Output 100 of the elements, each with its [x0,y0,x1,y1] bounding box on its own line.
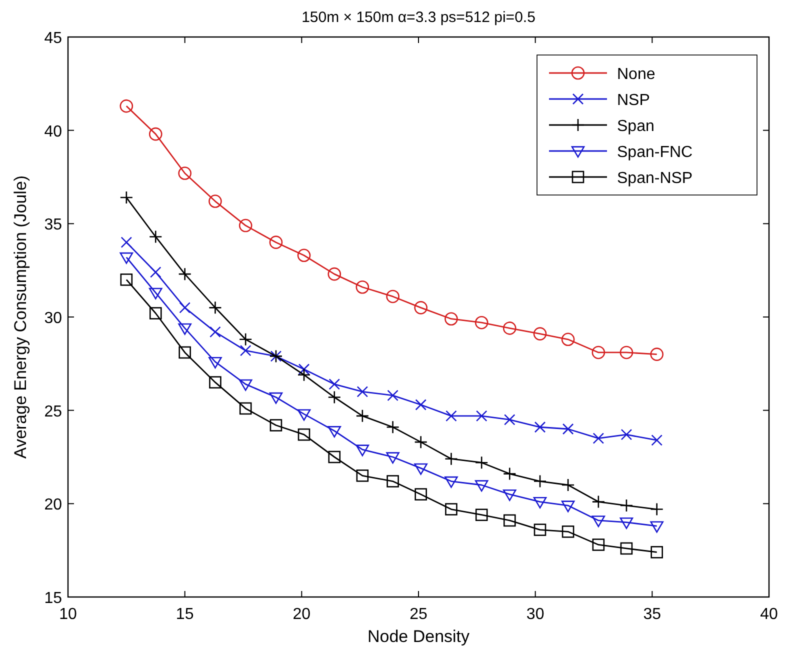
point [328,450,341,464]
x-tick-label: 30 [526,606,544,623]
point [650,521,664,533]
point [178,267,192,281]
point [561,332,575,346]
x-tick-label: 15 [176,606,194,623]
legend-label: Span-FNC [617,144,693,161]
point [620,346,634,360]
point [592,495,606,508]
point [269,392,283,404]
y-tick-label: 40 [44,123,62,140]
point [149,307,162,320]
point [328,267,342,281]
point [474,456,488,470]
point [502,489,516,501]
point [533,496,547,508]
point [592,538,605,551]
point [120,99,134,113]
y-axis-title: Average Energy Consumption (Joule) [11,175,30,459]
point [620,542,633,555]
y-tick-label: 45 [44,30,62,47]
point [386,290,400,304]
point [533,327,547,340]
point [415,399,426,410]
legend-label: None [617,66,656,83]
point [179,302,190,314]
y-tick-label: 35 [44,216,62,234]
chart-title: 150m × 150m α=3.3 ps=512 pi=0.5 [302,9,536,26]
point [208,301,222,314]
y-tick-label: 20 [44,496,62,514]
point [328,426,342,438]
point [474,480,488,492]
point [298,364,310,375]
point [475,508,488,522]
point [148,230,162,244]
x-tick-label: 10 [59,606,77,623]
point [445,503,458,516]
point [620,517,634,529]
point [650,348,664,361]
point [178,346,191,359]
point [592,346,606,360]
point [502,322,516,335]
point [386,452,400,464]
point [209,376,222,388]
point [444,312,458,326]
point [444,452,458,466]
point [270,419,282,432]
point [533,474,547,488]
point [414,301,428,314]
x-tick-label: 20 [292,606,311,623]
x-tick-label: 40 [760,606,778,623]
legend-label: Span [617,118,654,135]
point [562,526,574,538]
point [208,194,222,208]
point [386,475,399,488]
point [446,410,457,422]
point [298,428,310,441]
point [387,390,398,402]
point [178,166,192,180]
point [269,236,283,249]
point [240,344,252,356]
point [120,236,132,248]
point [238,218,252,232]
point [148,127,162,141]
point [414,435,428,449]
y-tick-label: 15 [44,590,62,607]
point [328,390,342,404]
point [650,546,663,558]
point [534,524,546,536]
point [503,514,516,527]
point [386,420,400,434]
point [504,414,516,426]
point [120,190,134,204]
point [650,502,664,516]
point [356,470,369,482]
x-tick-label: 25 [410,606,428,623]
point [120,252,134,264]
point [238,332,252,346]
point [592,516,606,528]
point [476,410,488,422]
point [651,434,662,446]
point [148,288,162,300]
legend-label: Span-NSP [617,170,693,187]
x-axis-title: Node Density [367,627,470,646]
point [620,498,634,512]
point [356,280,370,294]
point [502,467,516,480]
y-tick-label: 25 [44,403,62,420]
point [297,368,311,382]
y-tick-label: 30 [44,310,62,327]
x-tick-label: 35 [643,606,662,623]
point [328,378,340,390]
point [562,423,574,435]
point [356,444,370,456]
point [561,500,575,512]
point [150,266,162,278]
point [474,316,488,330]
point [414,463,428,475]
legend-label: NSP [617,92,650,109]
point [210,326,221,338]
